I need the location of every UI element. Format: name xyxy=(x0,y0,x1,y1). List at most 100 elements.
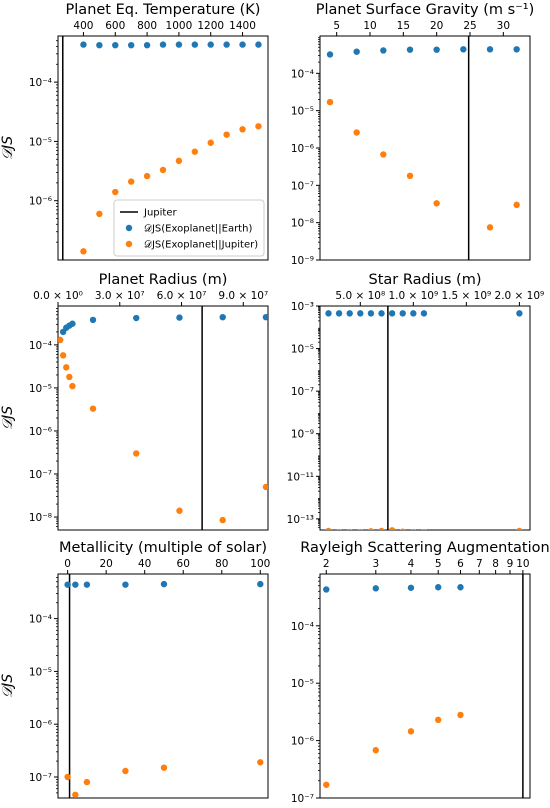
y-tick-label: 10⁻⁵ xyxy=(291,344,314,356)
point-earth xyxy=(112,41,119,49)
plot-frame xyxy=(319,573,531,799)
point-jupiter xyxy=(127,178,135,185)
x-tick-label: 15 xyxy=(397,20,410,32)
chart-title: Planet Eq. Temperature (K) xyxy=(66,2,261,18)
data-layer xyxy=(326,36,520,271)
plot-frame xyxy=(57,35,269,261)
point-jupiter xyxy=(191,148,199,155)
point-earth xyxy=(410,310,417,317)
y-tick-label: 10⁻⁹ xyxy=(291,429,314,441)
y-tick-label: 10⁻⁷ xyxy=(29,772,52,784)
y-tick-label: 10⁻⁹ xyxy=(291,255,314,267)
point-earth xyxy=(175,41,183,48)
point-earth xyxy=(219,313,226,321)
point-jupiter xyxy=(357,528,363,530)
x-tick-label: 5 xyxy=(333,20,340,32)
point-earth xyxy=(143,41,151,49)
point-jupiter xyxy=(83,778,91,786)
legend-entry-label: 𝒟JS(Exoplanet||Earth) xyxy=(144,224,252,235)
y-axis-label: 𝒟JS xyxy=(0,406,16,430)
chart-title: Planet Surface Gravity (m s⁻¹) xyxy=(316,2,535,18)
legend-dot-swatch xyxy=(125,224,133,232)
x-tick-label: 6 xyxy=(457,558,464,570)
point-earth xyxy=(486,46,494,53)
point-earth xyxy=(325,310,332,317)
point-jupiter xyxy=(175,157,183,165)
legend-entry-label: Jupiter xyxy=(143,208,177,219)
point-earth xyxy=(326,51,334,58)
point-earth xyxy=(255,41,262,48)
chart-title: Metallicity (multiple of solar) xyxy=(59,540,267,556)
point-jupiter xyxy=(112,188,119,196)
point-earth xyxy=(372,585,379,592)
x-tick-label: 5.0 × 10⁸ xyxy=(335,290,385,302)
point-jupiter xyxy=(59,352,67,359)
point-jupiter xyxy=(433,200,440,207)
y-tick-label: 10⁻⁴ xyxy=(29,77,52,89)
y-tick-label: 10⁻⁴ xyxy=(29,340,52,352)
x-tick-label: 400 xyxy=(73,20,93,32)
point-earth xyxy=(367,310,375,317)
point-jupiter xyxy=(72,791,79,798)
y-axis-label: 𝒟JS xyxy=(0,674,16,698)
point-jupiter xyxy=(143,172,151,180)
point-earth xyxy=(357,310,364,317)
point-earth xyxy=(160,580,168,588)
x-tick-label: 0 xyxy=(64,558,71,570)
point-jupiter xyxy=(257,759,264,766)
x-tick-label: 9 xyxy=(507,558,514,570)
point-earth xyxy=(323,586,330,593)
point-earth xyxy=(127,41,135,49)
point-jupiter xyxy=(378,527,385,530)
panel-0: Planet Eq. Temperature (K) 400 600 800 1000 1… xyxy=(0,2,269,261)
panel-5: Rayleigh Scattering Augmentation 2 3 4 5 6 7 8 9… xyxy=(291,540,550,805)
point-jupiter xyxy=(69,382,76,390)
point-jupiter xyxy=(122,767,129,775)
point-earth xyxy=(257,580,264,588)
point-earth xyxy=(433,46,440,53)
point-jupiter xyxy=(460,265,466,271)
point-earth xyxy=(457,584,464,591)
point-earth xyxy=(335,310,343,317)
point-jupiter xyxy=(400,528,406,530)
point-earth xyxy=(380,47,387,54)
point-earth xyxy=(378,310,385,317)
point-jupiter xyxy=(63,364,70,371)
x-tick-label: 2.0 × 10⁹ xyxy=(495,290,545,302)
x-tick-label: 40 xyxy=(138,558,151,570)
point-jupiter xyxy=(159,166,167,174)
point-earth xyxy=(96,41,103,49)
point-earth xyxy=(262,313,268,321)
data-layer xyxy=(325,306,523,530)
x-tick-label: 3 xyxy=(372,558,379,570)
chart-title: Planet Radius (m) xyxy=(99,272,228,288)
point-jupiter xyxy=(326,98,334,106)
point-jupiter xyxy=(160,764,168,771)
y-tick-label: 10⁻⁶ xyxy=(29,196,52,208)
point-earth xyxy=(346,310,353,317)
x-tick-label: 4 xyxy=(408,558,415,570)
point-earth xyxy=(191,41,199,48)
plot-frame xyxy=(57,305,269,531)
x-tick-label: 0.0 × 10⁰ xyxy=(33,290,83,302)
point-earth xyxy=(122,581,129,588)
point-earth xyxy=(407,584,415,591)
panel-2: Planet Radius (m) 0.0 × 10⁰ 3.0 × 10⁷ 6.0 ×… xyxy=(0,272,269,531)
legend: Jupiter 𝒟JS(Exoplanet||Earth) 𝒟JS(Exoplane… xyxy=(113,199,265,257)
point-earth xyxy=(176,314,183,321)
point-jupiter xyxy=(516,527,523,530)
x-tick-label: 2 xyxy=(323,558,330,570)
x-tick-label: 5 xyxy=(435,558,442,570)
point-earth xyxy=(159,41,167,48)
point-jupiter xyxy=(96,210,103,218)
y-tick-label: 10⁻⁷ xyxy=(29,469,52,481)
x-tick-label: 60 xyxy=(177,558,190,570)
data-layer xyxy=(62,36,262,260)
point-jupiter xyxy=(353,129,360,136)
point-jupiter xyxy=(410,528,416,530)
y-tick-label: 10⁻⁵ xyxy=(29,383,52,395)
point-earth xyxy=(64,581,71,588)
x-tick-label: 10 xyxy=(516,558,529,570)
point-earth xyxy=(516,310,523,317)
